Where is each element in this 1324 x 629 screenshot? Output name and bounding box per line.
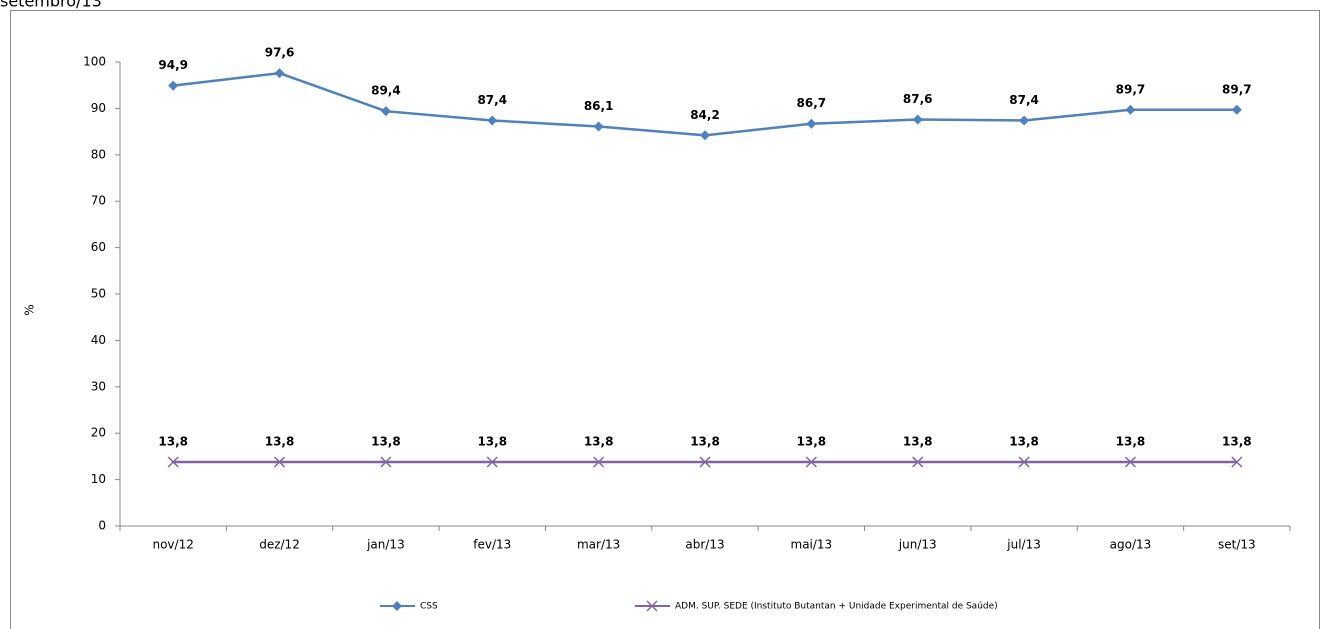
data-label: 13,8 <box>690 434 720 448</box>
data-point <box>168 80 179 91</box>
data-label: 87,4 <box>1009 93 1039 107</box>
x-tick-label: mai/13 <box>791 538 833 552</box>
data-label: 13,8 <box>903 434 933 448</box>
data-point <box>806 118 817 129</box>
x-tick-label: jun/13 <box>898 538 937 552</box>
x-tick-label: fev/13 <box>473 538 511 552</box>
data-point <box>274 68 285 79</box>
data-label: 89,7 <box>1222 82 1252 96</box>
x-tick-label: set/13 <box>1218 538 1256 552</box>
data-point <box>1018 456 1030 468</box>
data-point <box>1231 456 1243 468</box>
data-label: 13,8 <box>1222 434 1252 448</box>
y-axis-label: % <box>23 304 37 315</box>
y-tick-label: 10 <box>91 472 106 486</box>
chart-border <box>10 10 1320 629</box>
x-tick-label: jul/13 <box>1006 538 1041 552</box>
y-tick-label: 80 <box>91 147 106 161</box>
data-label: 94,9 <box>158 58 188 72</box>
x-tick-label: abr/13 <box>685 538 724 552</box>
data-label: 13,8 <box>584 434 614 448</box>
data-point <box>593 121 604 132</box>
data-point <box>1231 104 1242 115</box>
data-point <box>1125 104 1136 115</box>
data-label: 89,4 <box>371 84 401 98</box>
data-label: 84,2 <box>690 108 720 122</box>
data-point <box>274 456 286 468</box>
data-point <box>805 456 817 468</box>
chart-title: setembro/13 <box>0 0 102 11</box>
legend-label: CSS <box>420 602 438 612</box>
data-label: 13,8 <box>371 434 401 448</box>
data-point <box>593 456 605 468</box>
y-tick-label: 20 <box>91 426 106 440</box>
x-tick-label: mar/13 <box>577 538 620 552</box>
data-label: 86,7 <box>797 96 827 110</box>
data-point <box>380 456 392 468</box>
data-point <box>1019 115 1030 126</box>
y-tick-label: 60 <box>91 240 106 254</box>
y-tick-label: 100 <box>83 55 106 69</box>
data-label: 87,6 <box>903 92 933 106</box>
data-label: 13,8 <box>1116 434 1146 448</box>
y-tick-label: 40 <box>91 333 106 347</box>
data-label: 87,4 <box>477 93 507 107</box>
data-point <box>1124 456 1136 468</box>
x-tick-label: dez/12 <box>259 538 300 552</box>
y-tick-label: 30 <box>91 379 106 393</box>
y-tick-label: 70 <box>91 194 106 208</box>
data-label: 13,8 <box>158 434 188 448</box>
data-point <box>699 456 711 468</box>
data-point <box>486 456 498 468</box>
data-point <box>700 130 710 141</box>
data-point <box>487 115 498 126</box>
data-label: 86,1 <box>584 99 614 113</box>
legend-marker <box>646 600 658 612</box>
legend-marker <box>392 601 402 611</box>
y-tick-label: 50 <box>91 287 106 301</box>
x-tick-label: ago/13 <box>1110 538 1152 552</box>
legend-label: ADM. SUP. SEDE (Instituto Butantan + Uni… <box>675 602 998 612</box>
data-label: 13,8 <box>1009 434 1039 448</box>
data-label: 13,8 <box>797 434 827 448</box>
x-tick-label: nov/12 <box>152 538 193 552</box>
data-point <box>380 106 391 117</box>
data-point <box>912 114 923 125</box>
data-label: 97,6 <box>265 46 295 60</box>
data-label: 13,8 <box>477 434 507 448</box>
data-label: 13,8 <box>265 434 295 448</box>
y-tick-label: 90 <box>91 101 106 115</box>
data-point <box>167 456 179 468</box>
x-tick-label: jan/13 <box>366 538 405 552</box>
data-label: 89,7 <box>1116 82 1146 96</box>
y-tick-label: 0 <box>98 519 106 533</box>
series-line <box>173 71 1237 137</box>
data-point <box>912 456 924 468</box>
